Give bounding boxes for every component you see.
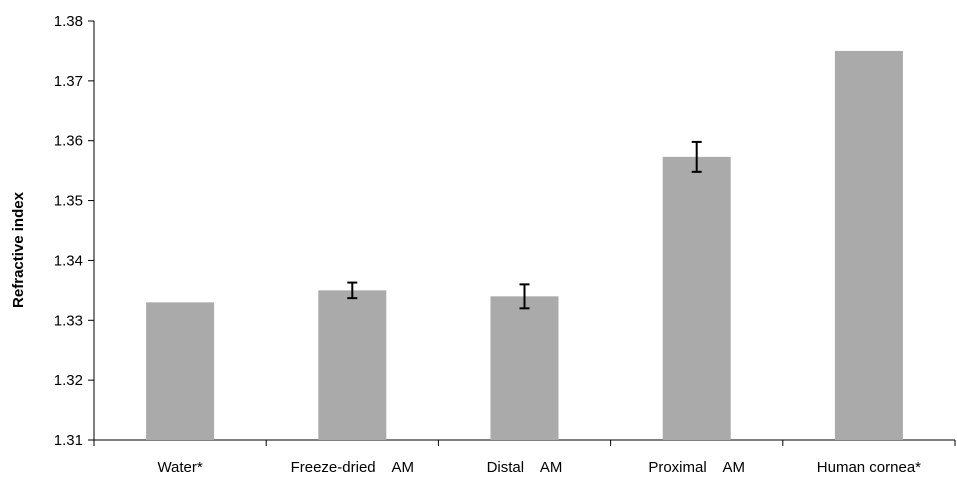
- x-tick-label: Water*: [157, 459, 202, 476]
- y-tick-label: 1.34: [54, 252, 83, 269]
- x-tick-labels: Water* Freeze-dried AM Distal AM Proximal A…: [157, 459, 921, 476]
- y-axis-label: Refractive index: [10, 191, 27, 308]
- y-tick-label: 1.32: [54, 372, 83, 389]
- bar: [146, 302, 215, 440]
- bar: [662, 156, 731, 440]
- y-tick-label: 1.38: [54, 13, 83, 30]
- x-tick-label: Distal AM: [487, 459, 563, 476]
- y-tick-label: 1.36: [54, 133, 83, 150]
- y-tick-label: 1.33: [54, 312, 83, 329]
- y-ticks: 1.31 1.32 1.33 1.34 1.35 1.36 1.37 1.38: [54, 13, 94, 449]
- x-tick-label: Human cornea*: [817, 459, 921, 476]
- bar: [834, 50, 903, 441]
- bar: [318, 290, 387, 440]
- x-tick-label: Freeze-dried AM: [291, 459, 414, 476]
- x-tick-label: Proximal AM: [648, 459, 745, 476]
- bars: [146, 50, 903, 441]
- y-tick-label: 1.31: [54, 432, 83, 449]
- y-tick-label: 1.37: [54, 73, 83, 90]
- y-tick-label: 1.35: [54, 193, 83, 210]
- error-bars: [347, 140, 702, 310]
- bar: [490, 296, 559, 440]
